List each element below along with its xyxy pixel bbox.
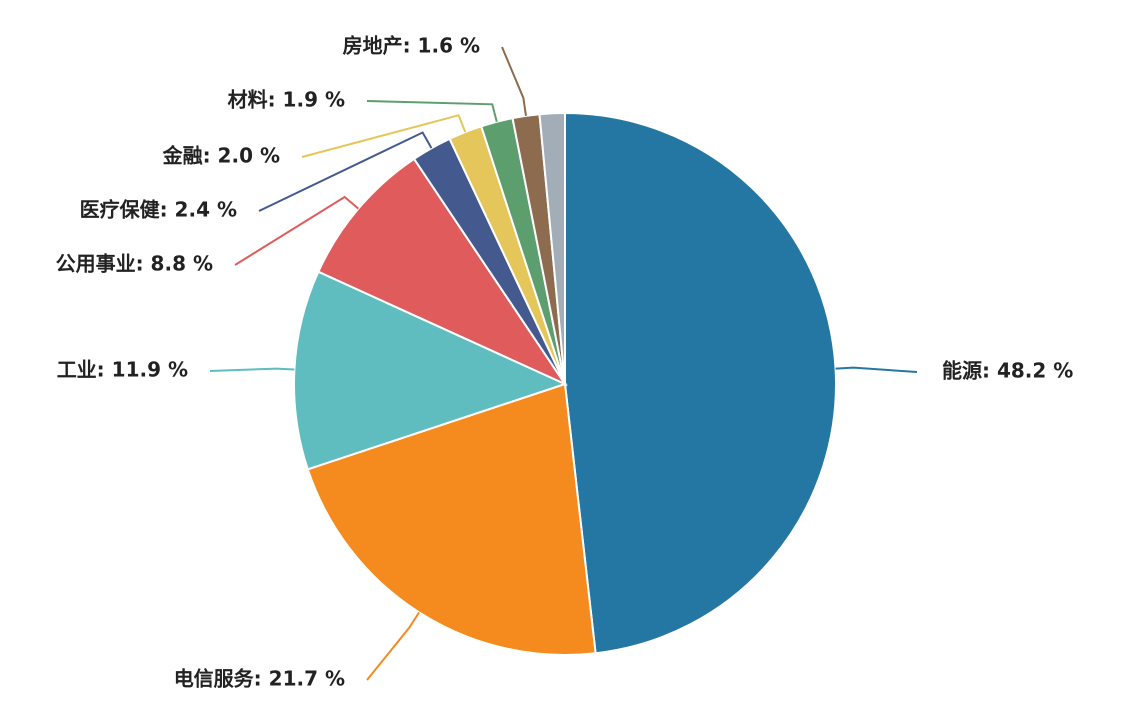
slice-label: 材料: 1.9 % (228, 88, 345, 112)
pie-slice (293, 270, 568, 471)
leader-line (209, 367, 295, 372)
leader-line (501, 46, 527, 116)
slice-label: 医疗保健: 2.4 % (80, 198, 237, 222)
slice-label: 工业: 11.9 % (57, 358, 188, 382)
leader-line (234, 195, 360, 266)
slice-label: 电信服务: 21.7 % (174, 667, 345, 691)
leader-line (258, 131, 433, 212)
pie-slice (564, 111, 837, 655)
pie-slice (306, 382, 597, 656)
leader-line (366, 611, 420, 681)
leader-line (366, 100, 498, 122)
slice-label: 公用事业: 8.8 % (56, 252, 213, 276)
leader-line (301, 114, 467, 158)
pie-slice (538, 111, 566, 385)
pie-slice (317, 157, 568, 387)
slice-label: 能源: 48.2 % (942, 359, 1073, 383)
leader-line (835, 366, 918, 373)
slice-label: 房地产: 1.6 % (343, 34, 480, 58)
slice-label: 金融: 2.0 % (162, 144, 280, 168)
